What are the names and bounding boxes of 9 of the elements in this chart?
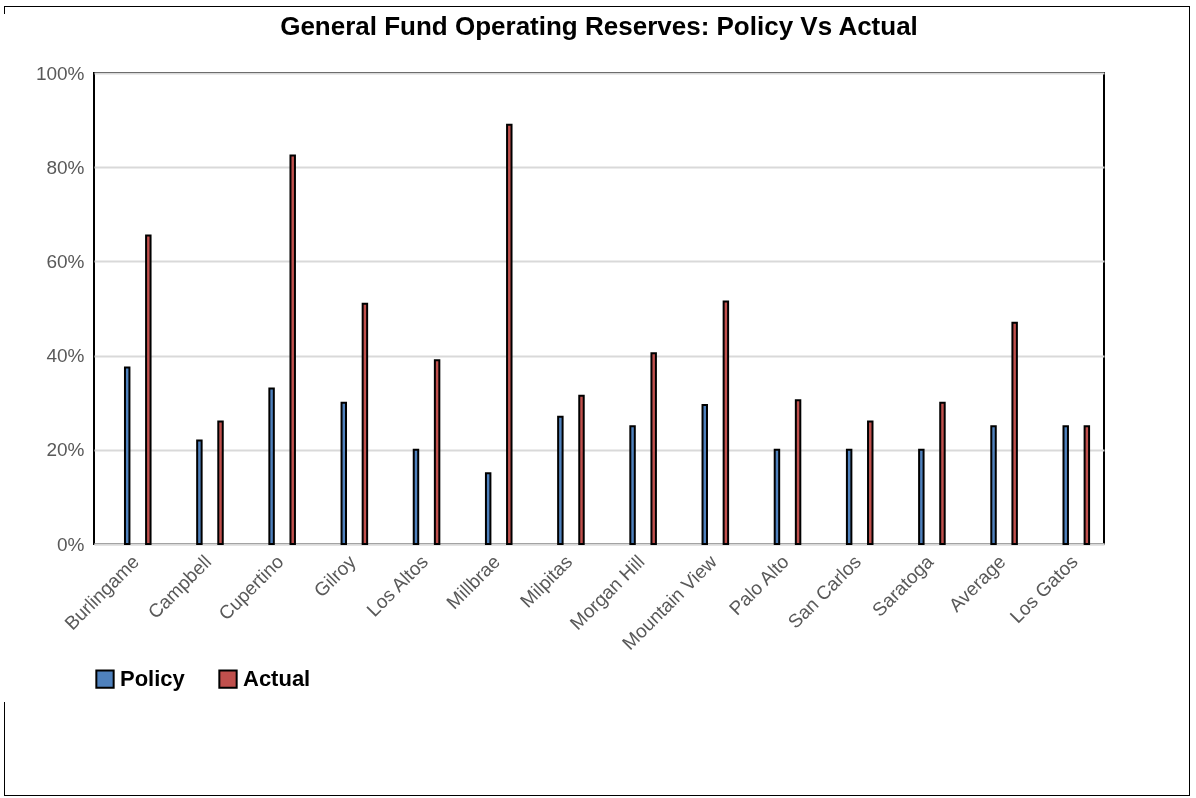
chart-title: General Fund Operating Reserves: Policy Vs Actual — [280, 11, 918, 41]
y-tick-label: 100% — [35, 62, 85, 84]
y-tick-label: 40% — [46, 345, 85, 367]
y-tick-label: 60% — [46, 250, 85, 272]
y-tick-label: 0% — [57, 533, 85, 555]
legend-label: Policy — [120, 666, 186, 692]
legend-label: Actual — [243, 666, 311, 692]
y-tick-label: 20% — [46, 439, 85, 461]
y-tick-label: 80% — [46, 156, 85, 178]
